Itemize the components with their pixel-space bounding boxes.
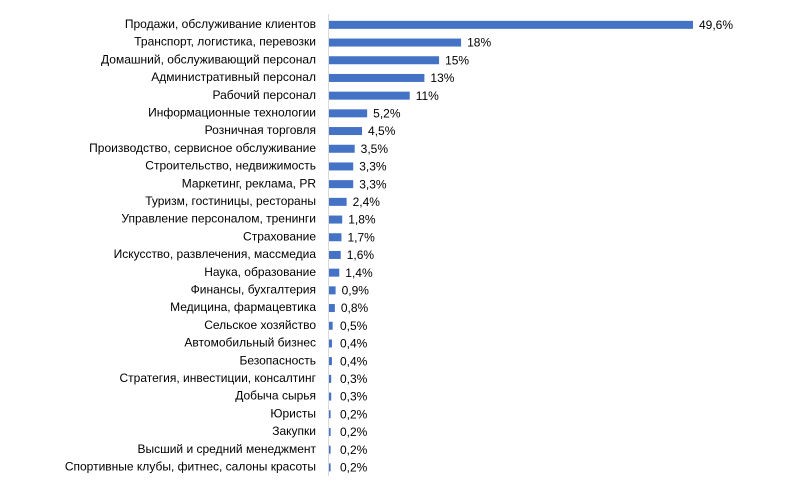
category-label: Искусство, развлечения, массмедиа bbox=[114, 247, 317, 261]
category-label: Высший и средний менеджмент bbox=[137, 442, 316, 456]
category-label: Продажи, обслуживание клиентов bbox=[125, 17, 316, 31]
category-labels: Продажи, обслуживание клиентов Транспорт,… bbox=[65, 17, 317, 474]
bar bbox=[329, 109, 368, 118]
data-label: 0,3% bbox=[340, 390, 368, 404]
category-label: Информационные технологии bbox=[148, 106, 316, 120]
category-label: Юристы bbox=[270, 406, 316, 420]
bar bbox=[329, 56, 440, 65]
category-label: Наука, образование bbox=[204, 265, 316, 279]
data-label: 4,5% bbox=[368, 124, 396, 138]
data-label: 3,3% bbox=[359, 160, 387, 174]
category-label: Туризм, гостиницы, рестораны bbox=[145, 194, 316, 208]
data-label: 11% bbox=[416, 89, 439, 103]
bar bbox=[329, 410, 331, 419]
category-label: Медицина, фармацевтика bbox=[170, 300, 316, 314]
data-label: 0,2% bbox=[340, 425, 368, 439]
bar bbox=[329, 38, 462, 47]
data-label: 1,7% bbox=[347, 230, 375, 244]
bars bbox=[329, 20, 693, 472]
bar bbox=[329, 73, 425, 82]
bar bbox=[329, 197, 347, 206]
bar bbox=[329, 162, 354, 171]
bar bbox=[329, 286, 336, 295]
data-labels: 49,6% 18% 15% 13% 11% 5,2% 4,5% 3,5% 3,3% 3,3% 2,4… bbox=[340, 18, 733, 475]
data-label: 2,4% bbox=[353, 195, 381, 209]
data-label: 3,3% bbox=[359, 177, 387, 191]
category-label: Управление персоналом, тренинги bbox=[121, 212, 316, 226]
data-label: 1,8% bbox=[348, 213, 376, 227]
data-label: 0,5% bbox=[340, 319, 368, 333]
bar bbox=[329, 180, 354, 189]
bar bbox=[329, 392, 332, 401]
data-label: 0,9% bbox=[342, 284, 370, 298]
category-label: Автомобильный бизнес bbox=[184, 336, 316, 350]
data-label: 0,2% bbox=[340, 407, 368, 421]
data-label: 49,6% bbox=[699, 18, 733, 32]
bar bbox=[329, 127, 363, 136]
bar bbox=[329, 250, 341, 259]
data-label: 1,4% bbox=[345, 266, 373, 280]
category-label: Финансы, бухгалтерия bbox=[191, 283, 316, 297]
category-label: Рабочий персонал bbox=[212, 88, 316, 102]
bar bbox=[329, 445, 331, 454]
category-label: Производство, сервисное обслуживание bbox=[89, 141, 316, 155]
bar bbox=[329, 144, 355, 153]
data-label: 0,4% bbox=[340, 354, 368, 368]
bar bbox=[329, 233, 342, 242]
category-label: Домашний, обслуживающий персонал bbox=[101, 52, 316, 66]
data-label: 0,3% bbox=[340, 372, 368, 386]
bar bbox=[329, 427, 331, 436]
bar bbox=[329, 20, 693, 29]
category-label: Розничная торговля bbox=[205, 123, 316, 137]
bar bbox=[329, 357, 332, 366]
category-label: Закупки bbox=[272, 424, 316, 438]
bar bbox=[329, 268, 340, 277]
category-label: Спортивные клубы, фитнес, салоны красоты bbox=[65, 460, 316, 474]
category-label: Добыча сырья bbox=[235, 389, 316, 403]
data-label: 13% bbox=[430, 71, 454, 85]
category-label: Безопасность bbox=[239, 353, 316, 367]
bar bbox=[329, 321, 333, 330]
category-label: Стратегия, инвестиции, консалтинг bbox=[120, 371, 317, 385]
bar bbox=[329, 215, 343, 224]
category-label: Транспорт, логистика, перевозки bbox=[134, 35, 316, 49]
bar bbox=[329, 304, 335, 313]
category-label: Административный персонал bbox=[151, 70, 316, 84]
category-label: Сельское хозяйство bbox=[204, 318, 316, 332]
data-label: 3,5% bbox=[361, 142, 389, 156]
category-label: Страхование bbox=[243, 229, 316, 243]
data-label: 5,2% bbox=[373, 107, 401, 121]
data-label: 0,8% bbox=[341, 301, 369, 315]
data-label: 1,6% bbox=[347, 248, 375, 262]
data-label: 18% bbox=[467, 36, 491, 50]
bar bbox=[329, 374, 332, 383]
category-label: Строительство, недвижимость bbox=[145, 159, 316, 173]
data-label: 15% bbox=[445, 53, 469, 67]
data-label: 0,2% bbox=[340, 443, 368, 457]
bar bbox=[329, 91, 410, 100]
bar bbox=[329, 339, 332, 348]
data-label: 0,4% bbox=[340, 337, 368, 351]
data-label: 0,2% bbox=[340, 461, 368, 475]
category-label: Маркетинг, реклама, PR bbox=[182, 176, 317, 190]
bar bbox=[329, 463, 331, 472]
